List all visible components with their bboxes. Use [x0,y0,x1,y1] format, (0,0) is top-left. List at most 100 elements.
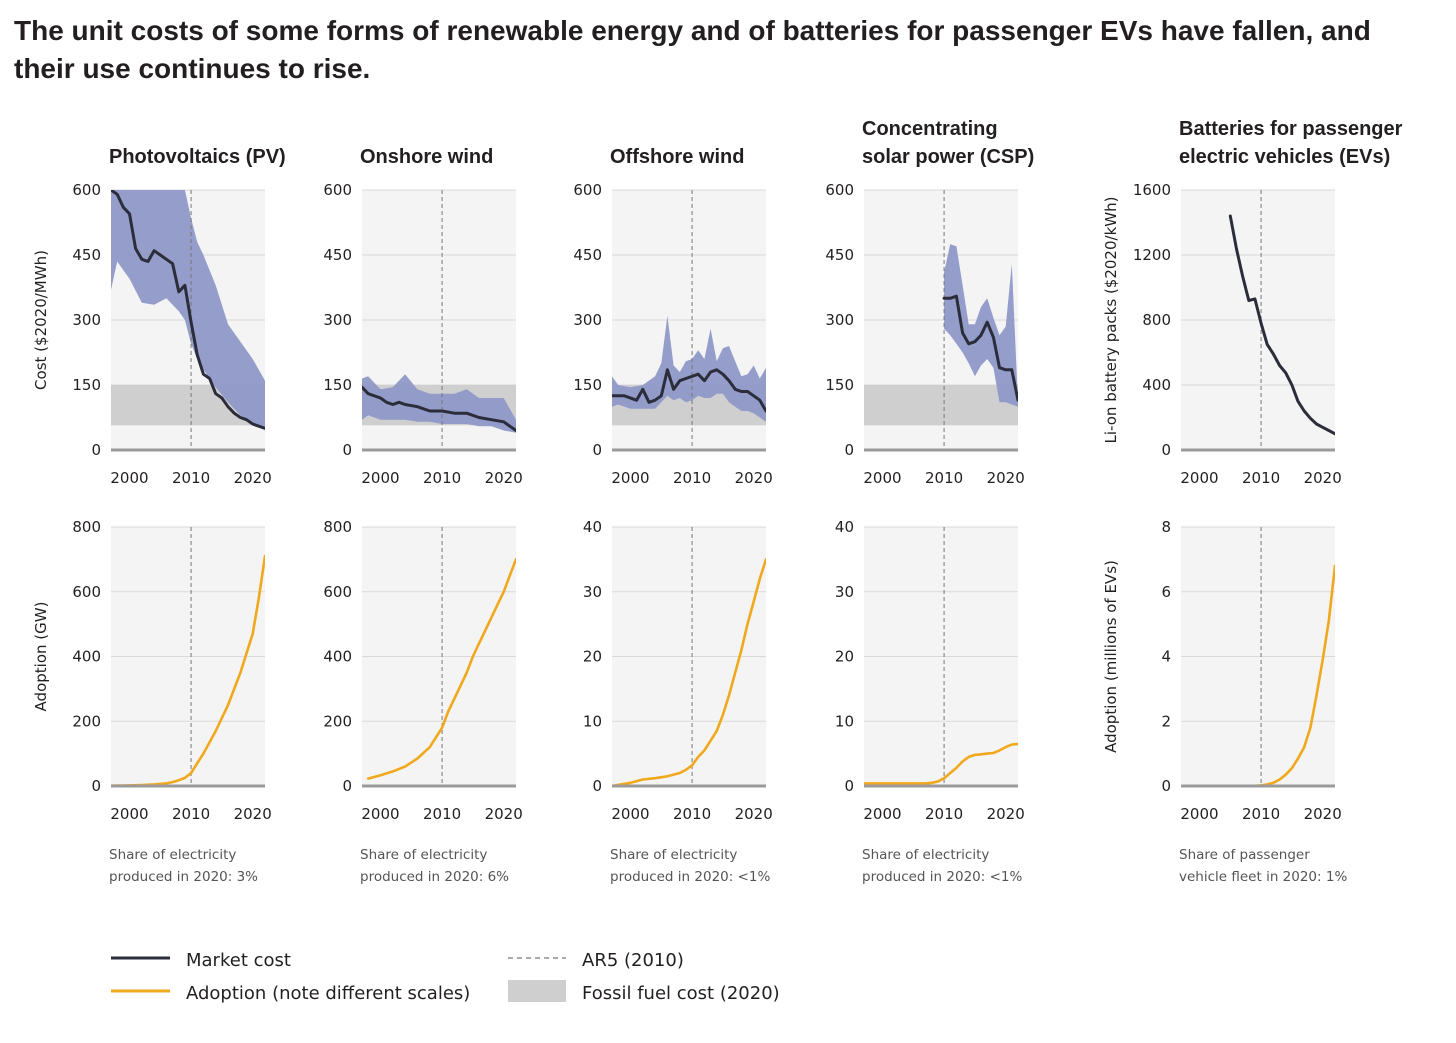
y-tick-label: 450 [323,246,352,264]
y-tick-label: 200 [72,712,101,730]
y-tick-label: 450 [573,246,602,264]
y-tick-label: 0 [342,777,352,795]
legend-adoption-label: Adoption (note different scales) [186,983,470,1004]
x-tick-label: 2010 [1242,469,1280,487]
y-tick-label: 600 [72,181,101,199]
adoption-line [111,554,265,786]
x-tick-label: 2020 [1304,805,1342,823]
y-tick-label: 30 [835,583,854,601]
panel-title: solar power (CSP) [862,146,1034,168]
panel-title: Photovoltaics (PV) [109,146,286,168]
panel-adoption-0: 0 200 400 600 800 2000 2010 2020 Adoption (GW) Sh… [32,518,272,885]
panel-adoption-2: 0 10 20 30 40 2000 2010 2020 Share of electricit… [583,518,773,885]
x-tick-label: 2000 [1180,469,1218,487]
x-tick-label: 2020 [485,469,523,487]
x-tick-label: 2010 [172,805,210,823]
y-tick-label: 0 [592,777,602,795]
fossil-cost-band [864,385,1018,426]
y-tick-label: 2 [1161,712,1171,730]
share-note: produced in 2020: <1% [862,869,1022,885]
legend-fossil-label: Fossil fuel cost (2020) [582,983,780,1004]
y-tick-label: 0 [592,441,602,459]
y-tick-label: 1200 [1133,246,1171,264]
panel-adoption-4: 0 2 4 6 8 2000 2010 2020 Adoption (millions of E… [1102,518,1347,885]
y-tick-label: 8 [1161,518,1171,536]
panel-cost-1: 0 150 300 450 600 2000 2010 2020 Onshore wind [323,146,522,487]
legend-market-cost-label: Market cost [186,950,291,971]
y-tick-label: 0 [1161,777,1171,795]
x-tick-label: 2000 [611,469,649,487]
x-tick-label: 2020 [735,469,773,487]
market-cost-line [1228,214,1335,436]
share-note: produced in 2020: 3% [109,869,258,885]
legend-fossil-swatch [508,980,566,1002]
x-tick-label: 2000 [1180,805,1218,823]
x-tick-label: 2020 [735,805,773,823]
y-tick-label: 300 [323,311,352,329]
y-tick-label: 600 [573,181,602,199]
y-axis-label: Adoption (millions of EVs) [1102,560,1120,753]
y-tick-label: 20 [835,648,854,666]
legend-ar5-label: AR5 (2010) [582,950,684,971]
adoption-line [366,558,516,780]
y-tick-label: 200 [323,712,352,730]
y-tick-label: 450 [72,246,101,264]
y-tick-label: 400 [72,648,101,666]
x-tick-label: 2000 [863,469,901,487]
panel-cost-4: 0 400 800 1200 1600 2000 2010 2020 Li-on battery… [1102,118,1403,487]
cost-range-band [612,315,766,422]
x-tick-label: 2020 [987,805,1025,823]
x-tick-label: 2000 [361,469,399,487]
panel-title: Onshore wind [360,146,493,168]
y-tick-label: 800 [72,518,101,536]
y-tick-label: 400 [1142,376,1171,394]
y-tick-label: 0 [342,441,352,459]
y-tick-label: 450 [825,246,854,264]
x-tick-label: 2010 [925,469,963,487]
y-tick-label: 0 [1161,441,1171,459]
panel-title: Batteries for passenger [1179,118,1403,140]
y-tick-label: 4 [1161,648,1171,666]
x-tick-label: 2000 [611,805,649,823]
y-tick-label: 800 [323,518,352,536]
y-tick-label: 0 [844,441,854,459]
x-tick-label: 2010 [925,805,963,823]
y-tick-label: 20 [583,648,602,666]
y-tick-label: 300 [573,311,602,329]
y-tick-label: 0 [91,441,101,459]
y-tick-label: 600 [825,181,854,199]
x-tick-label: 2020 [485,805,523,823]
y-axis-label: Cost ($2020/MWh) [32,250,50,390]
y-tick-label: 150 [825,376,854,394]
adoption-line [864,742,1018,785]
panel-adoption-1: 0 200 400 600 800 2000 2010 2020 Share of electr… [323,518,522,885]
share-note: Share of electricity [610,847,737,863]
x-tick-label: 2000 [110,469,148,487]
y-axis-label: Adoption (GW) [32,602,50,712]
y-tick-label: 10 [835,712,854,730]
x-tick-label: 2000 [863,805,901,823]
panel-cost-2: 0 150 300 450 600 2000 2010 2020 Offshore wind [573,146,772,487]
market-cost-line [111,190,265,430]
legend: Market cost Adoption (note different scal… [111,950,780,1004]
figure-title: The unit costs of some forms of renewabl… [14,15,1371,84]
y-tick-label: 600 [72,583,101,601]
panel-cost-3: 0 150 300 450 600 2000 2010 2020 Concentrating so… [825,118,1034,487]
share-note: Share of electricity [862,847,989,863]
share-note: Share of electricity [360,847,487,863]
x-tick-label: 2020 [234,805,272,823]
y-tick-label: 6 [1161,583,1171,601]
y-tick-label: 300 [72,311,101,329]
x-tick-label: 2000 [110,805,148,823]
y-tick-label: 600 [323,181,352,199]
market-cost-line [942,294,1018,402]
y-tick-label: 1600 [1133,181,1171,199]
y-tick-label: 150 [323,376,352,394]
y-tick-label: 40 [835,518,854,536]
x-tick-label: 2010 [423,469,461,487]
x-tick-label: 2010 [172,469,210,487]
share-note: produced in 2020: <1% [610,869,770,885]
y-tick-label: 300 [825,311,854,329]
y-tick-label: 10 [583,712,602,730]
x-tick-label: 2010 [673,805,711,823]
